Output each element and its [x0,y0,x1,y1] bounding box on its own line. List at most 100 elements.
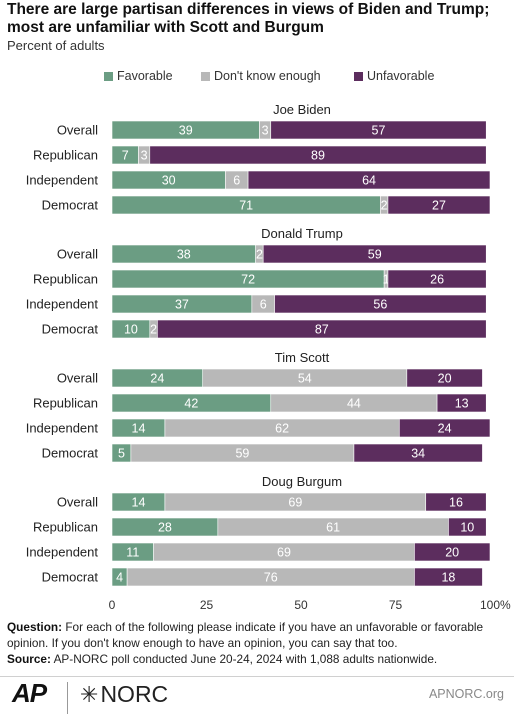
group-title-joe-biden: Joe Biden [273,102,331,117]
data-label-dont-know: 76 [264,571,278,585]
legend-label-unfavorable: Unfavorable [367,69,435,83]
data-label-dont-know: 2 [256,248,263,262]
data-label-unfavorable: 18 [441,571,455,585]
data-label-dont-know: 2 [150,323,157,337]
footnote: Question: For each of the following plea… [7,619,507,667]
row-label: Democrat [42,570,99,585]
question-text: For each of the following please indicat… [7,620,484,650]
data-label-dont-know: 69 [277,546,291,560]
data-label-favorable: 5 [118,447,125,461]
row-label: Independent [26,173,99,188]
bar-segment-unfavorable [262,244,487,264]
norc-logo: ✳ NORC [80,681,168,708]
norc-star-icon: ✳ [80,681,99,707]
site-url: APNORC.org [428,687,504,701]
data-label-dont-know: 59 [235,447,249,461]
row-label: Overall [57,123,98,138]
data-label-unfavorable: 20 [445,546,459,560]
data-label-favorable: 24 [150,372,164,386]
data-label-unfavorable: 57 [372,124,386,138]
legend-label-dont-know: Don't know enough [214,69,321,83]
data-label-dont-know: 6 [260,298,267,312]
ap-logo: AP [12,678,47,708]
row-label: Democrat [42,198,99,213]
x-tick-label: 50 [294,598,308,612]
data-label-favorable: 30 [162,174,176,188]
data-label-unfavorable: 10 [460,521,474,535]
source-label: Source: [7,652,51,666]
chart-subtitle: Percent of adults [7,38,105,53]
data-label-unfavorable: 16 [449,496,463,510]
data-label-unfavorable: 27 [432,199,446,213]
data-label-favorable: 11 [126,546,139,560]
bar-segment-unfavorable [274,294,487,314]
data-label-favorable: 14 [132,422,146,436]
data-label-unfavorable: 34 [411,447,425,461]
data-label-dont-know: 69 [288,496,302,510]
legend-item-unfavorable: Unfavorable [354,69,434,83]
data-label-unfavorable: 20 [438,372,452,386]
group-title-donald-trump: Donald Trump [261,226,343,241]
data-label-unfavorable: 56 [373,298,387,312]
data-label-unfavorable: 87 [315,323,329,337]
data-label-dont-know: 54 [298,372,312,386]
data-label-favorable: 10 [124,323,138,337]
bar-segment-unfavorable [387,195,491,215]
data-label-favorable: 38 [177,248,191,262]
legend-swatch-unfavorable [354,71,363,81]
data-label-dont-know: 1 [383,273,390,287]
data-label-dont-know: 62 [275,422,289,436]
x-tick-label: 100% [480,598,511,612]
data-label-unfavorable: 26 [430,273,444,287]
data-label-favorable: 72 [241,273,255,287]
bar-segment-unfavorable [448,517,487,537]
legend-item-favorable: Favorable [104,69,173,83]
footer-divider [0,676,514,677]
data-label-favorable: 71 [239,199,253,213]
bar-segment-unfavorable [247,170,491,190]
data-label-dont-know: 3 [262,124,269,138]
logo-separator [67,682,68,714]
row-label: Overall [57,247,98,262]
data-label-dont-know: 44 [347,397,361,411]
data-label-favorable: 7 [122,149,129,163]
group-title-doug-burgum: Doug Burgum [262,474,342,489]
row-label: Republican [33,272,98,287]
bar-segment-unfavorable [149,145,487,165]
bar-segment-unfavorable [414,542,491,562]
bar-segment-unfavorable [353,443,483,463]
bar-segment-unfavorable [425,492,487,512]
bar-segment-unfavorable [414,567,483,587]
x-tick-label: 25 [200,598,214,612]
row-label: Overall [57,495,98,510]
data-label-favorable: 37 [175,298,189,312]
legend-swatch-dont-know [201,71,210,81]
row-label: Democrat [42,322,99,337]
data-label-favorable: 39 [179,124,193,138]
x-tick-label: 75 [389,598,403,612]
data-label-favorable: 14 [132,496,146,510]
norc-logo-text: NORC [100,681,169,707]
row-label: Republican [33,396,98,411]
data-label-dont-know: 6 [233,174,240,188]
data-label-dont-know: 61 [326,521,340,535]
bar-segment-unfavorable [387,269,487,289]
row-label: Independent [26,421,99,436]
question-label: Question: [7,620,63,634]
bar-segment-unfavorable [436,393,487,413]
x-tick-label: 0 [109,598,116,612]
data-label-unfavorable: 59 [368,248,382,262]
data-label-favorable: 4 [116,571,123,585]
data-label-unfavorable: 89 [311,149,325,163]
data-label-favorable: 42 [184,397,198,411]
legend-item-dont-know: Don't know enough [201,69,321,83]
legend-swatch-favorable [104,71,113,81]
row-label: Republican [33,148,98,163]
data-label-unfavorable: 64 [362,174,376,188]
row-label: Democrat [42,446,99,461]
chart-title: There are large partisan differences in … [7,1,490,36]
group-title-tim-scott: Tim Scott [275,350,330,365]
bar-segment-unfavorable [398,418,491,438]
legend-label-favorable: Favorable [117,69,173,83]
